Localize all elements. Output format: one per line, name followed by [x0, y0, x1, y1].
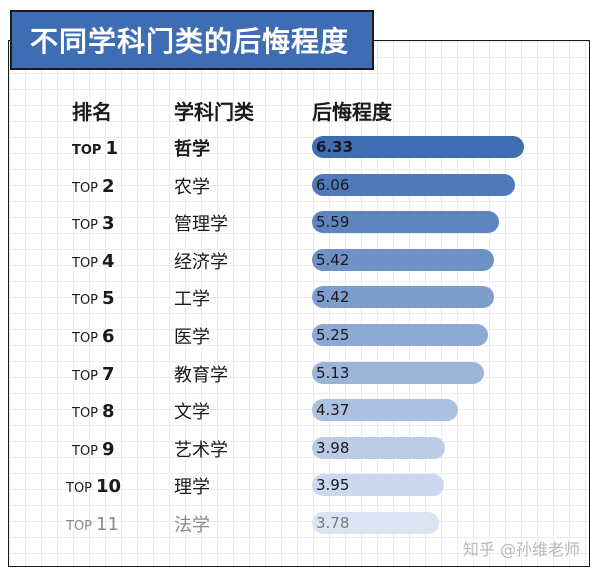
subject-label: 哲学	[174, 139, 210, 160]
rank-prefix: TOP	[72, 293, 99, 309]
rank-number: 6	[102, 326, 115, 347]
bar: 5.59	[312, 211, 500, 234]
subject-label: 理学	[174, 477, 210, 499]
subject-label: 文学	[174, 402, 210, 424]
rank-prefix: TOP	[72, 368, 99, 384]
subject-label: 医学	[174, 327, 210, 348]
subject-label: 管理学	[174, 214, 228, 236]
rank-number: 4	[102, 250, 115, 272]
bar: 3.78	[312, 512, 439, 534]
bar: 5.25	[312, 324, 488, 346]
rank-label: TOP 6	[72, 326, 115, 347]
rank-number: 1	[105, 138, 118, 159]
bar-value-label: 5.42	[316, 250, 350, 269]
rank-number: 5	[102, 288, 115, 310]
rank-prefix: TOP	[72, 331, 99, 346]
rank-label: TOP 2	[72, 176, 115, 197]
rank-number: 10	[96, 476, 122, 498]
subject-label: 艺术学	[174, 439, 228, 461]
rank-prefix: TOP	[66, 519, 93, 534]
rank-label: TOP 9	[72, 439, 115, 460]
bar-value-label: 5.59	[316, 213, 350, 232]
rank-prefix: TOP	[72, 443, 99, 459]
bar-value-label: 3.95	[316, 476, 350, 495]
subject-label: 法学	[174, 515, 210, 536]
bar-value-label: 5.25	[316, 326, 350, 344]
header-subject: 学科门类	[174, 100, 254, 124]
bar-value-label: 4.37	[316, 401, 350, 420]
bar: 6.06	[312, 173, 515, 196]
rank-label: TOP 10	[66, 476, 121, 497]
bar-value-label: 6.33	[316, 138, 354, 156]
bar: 4.37	[312, 399, 459, 422]
bar: 5.13	[312, 361, 484, 384]
bar: 5.42	[312, 286, 494, 309]
rank-label: TOP 5	[72, 288, 115, 309]
rank-prefix: TOP	[72, 255, 99, 271]
chart-frame	[8, 40, 590, 567]
subject-label: 农学	[174, 176, 210, 198]
rank-prefix: TOP	[72, 143, 102, 158]
header-rank: 排名	[72, 100, 112, 124]
bar: 6.33	[312, 136, 525, 158]
bar: 3.98	[312, 436, 446, 459]
rank-prefix: TOP	[72, 180, 99, 196]
header-value: 后悔程度	[312, 100, 392, 124]
subject-label: 工学	[174, 289, 210, 311]
bar-value-label: 5.42	[316, 288, 350, 307]
subject-label: 经济学	[174, 251, 228, 273]
bar-value-label: 5.13	[316, 363, 350, 382]
rank-label: TOP 11	[66, 514, 119, 535]
rank-number: 8	[102, 401, 115, 423]
rank-label: TOP 8	[72, 401, 115, 422]
bar-value-label: 6.06	[316, 175, 350, 194]
rank-number: 2	[102, 175, 115, 197]
rank-label: TOP 1	[72, 138, 118, 159]
rank-prefix: TOP	[72, 218, 99, 234]
rank-label: TOP 4	[72, 251, 115, 272]
subject-label: 教育学	[174, 364, 228, 386]
bar-value-label: 3.78	[316, 514, 350, 532]
rank-label: TOP 7	[72, 364, 115, 385]
rank-number: 7	[102, 363, 115, 385]
rank-prefix: TOP	[72, 406, 99, 422]
bar: 3.95	[312, 474, 445, 497]
rank-number: 9	[102, 438, 115, 460]
rank-number: 3	[102, 213, 115, 235]
chart-title: 不同学科门类的后悔程度	[10, 10, 374, 70]
watermark: 知乎 @孙维老师	[462, 540, 580, 559]
rank-prefix: TOP	[66, 481, 93, 497]
rank-label: TOP 3	[72, 213, 115, 234]
bar-value-label: 3.98	[316, 438, 350, 457]
bar: 5.42	[312, 248, 494, 271]
rank-number: 11	[96, 514, 119, 535]
